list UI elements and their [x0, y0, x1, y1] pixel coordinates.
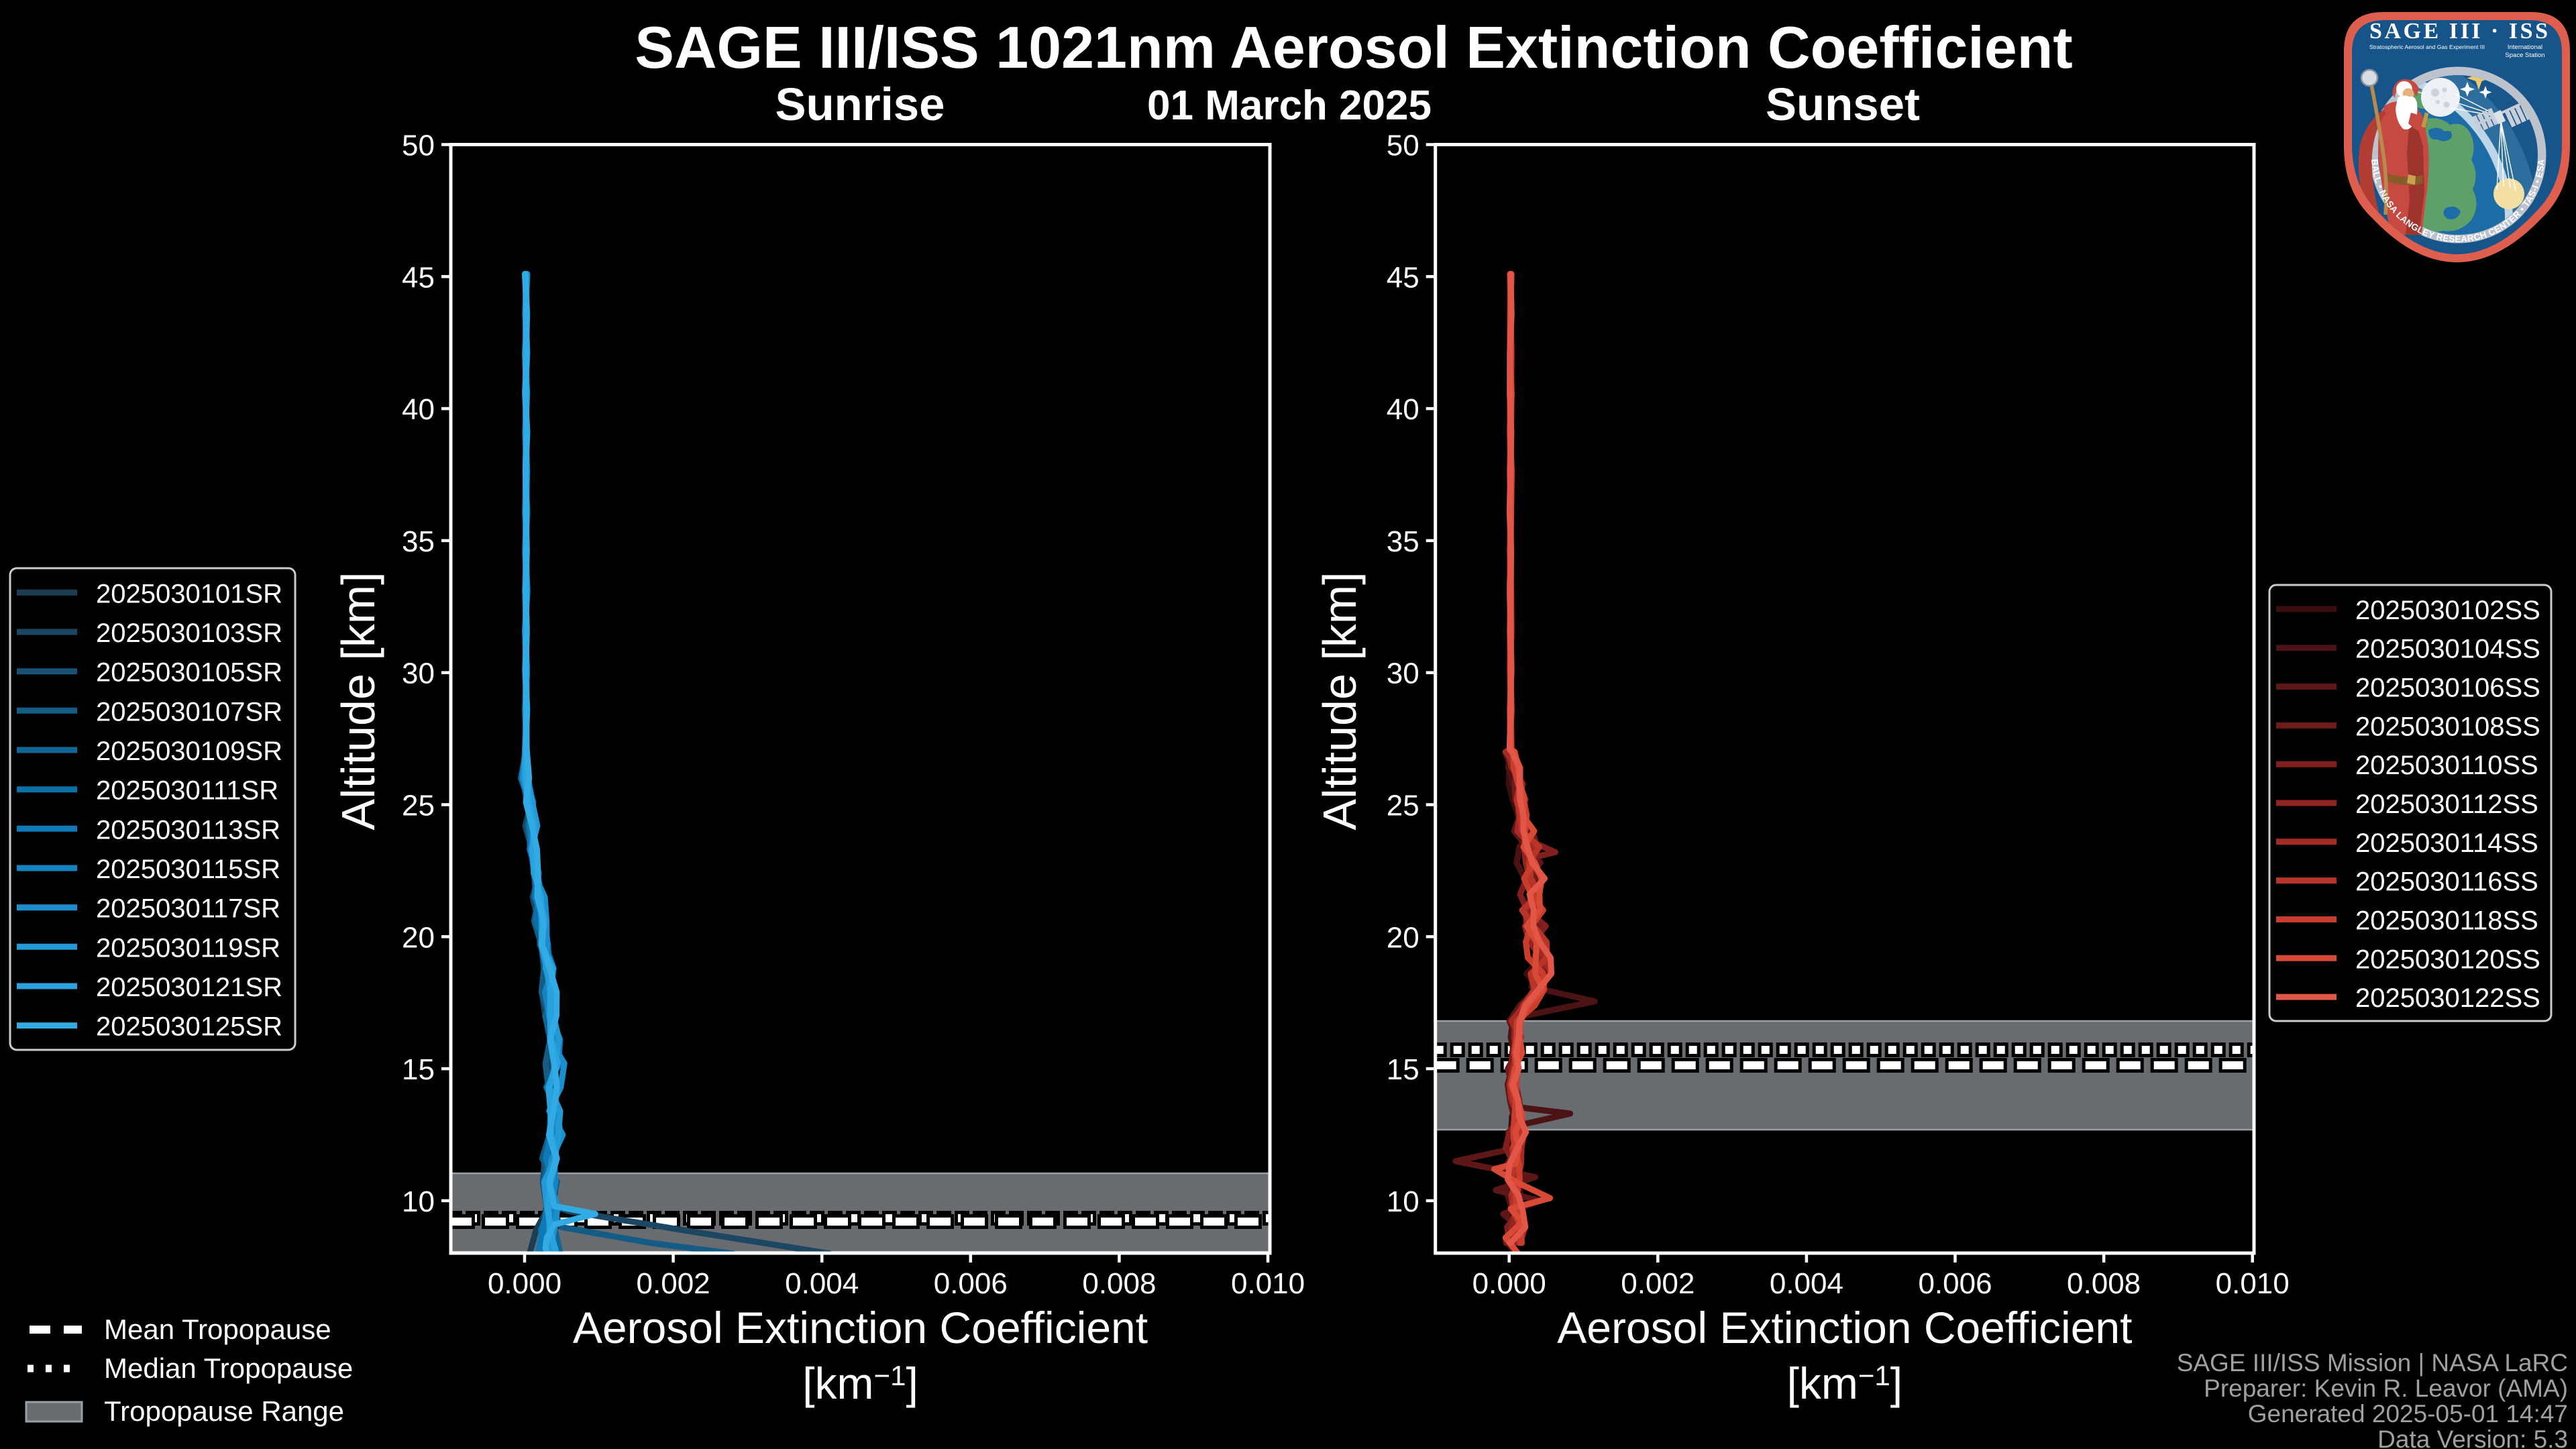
svg-text:Data Version: 5.3: Data Version: 5.3 [2377, 1426, 2568, 1449]
svg-text:2025030115SR: 2025030115SR [96, 855, 280, 884]
svg-text:50: 50 [1387, 129, 1419, 162]
svg-text:2025030125SR: 2025030125SR [96, 1012, 282, 1042]
svg-text:0.008: 0.008 [2067, 1267, 2141, 1300]
svg-text:2025030101SR: 2025030101SR [96, 579, 282, 608]
svg-text:Sunrise: Sunrise [775, 78, 945, 130]
svg-text:2025030118SS: 2025030118SS [2355, 906, 2538, 936]
svg-text:2025030108SS: 2025030108SS [2355, 712, 2540, 741]
svg-text:20: 20 [402, 921, 435, 954]
svg-text:50: 50 [402, 129, 435, 162]
svg-text:0.002: 0.002 [637, 1267, 710, 1300]
svg-text:2025030119SR: 2025030119SR [96, 933, 280, 963]
svg-text:2025030122SS: 2025030122SS [2355, 983, 2540, 1013]
svg-text:2025030106SS: 2025030106SS [2355, 674, 2540, 703]
svg-text:25: 25 [402, 790, 435, 822]
svg-text:2025030114SS: 2025030114SS [2355, 828, 2538, 858]
svg-text:2025030109SR: 2025030109SR [96, 737, 282, 766]
svg-text:35: 35 [402, 525, 435, 558]
svg-text:2025030111SR: 2025030111SR [96, 776, 278, 806]
svg-text:Altitude [km]: Altitude [km] [1313, 572, 1366, 830]
svg-text:2025030110SS: 2025030110SS [2355, 751, 2538, 780]
svg-text:40: 40 [402, 393, 435, 426]
svg-text:0.004: 0.004 [785, 1267, 859, 1300]
svg-text:2025030103SR: 2025030103SR [96, 619, 282, 648]
svg-text:0.000: 0.000 [1472, 1267, 1546, 1300]
svg-text:Mean Tropopause: Mean Tropopause [104, 1313, 331, 1345]
svg-text:0.000: 0.000 [488, 1267, 561, 1300]
svg-text:Stratospheric Aerosol and Gas: Stratospheric Aerosol and Gas Experiment… [2369, 44, 2485, 50]
svg-text:15: 15 [1387, 1053, 1419, 1086]
svg-text:10: 10 [402, 1185, 435, 1218]
svg-text:25: 25 [1387, 790, 1419, 822]
svg-text:0.004: 0.004 [1770, 1267, 1843, 1300]
svg-text:0.006: 0.006 [1918, 1267, 1992, 1300]
svg-text:Aerosol Extinction Coefficient: Aerosol Extinction Coefficient [573, 1303, 1148, 1352]
svg-text:Generated 2025-05-01 14:47: Generated 2025-05-01 14:47 [2248, 1400, 2568, 1428]
svg-text:SAGE III/ISS Mission | NASA La: SAGE III/ISS Mission | NASA LaRC [2177, 1349, 2568, 1377]
svg-text:01 March 2025: 01 March 2025 [1147, 83, 1432, 129]
svg-text:Altitude [km]: Altitude [km] [332, 572, 384, 830]
svg-text:30: 30 [1387, 657, 1419, 690]
svg-text:0.002: 0.002 [1621, 1267, 1695, 1300]
svg-text:Sunset: Sunset [1766, 78, 1920, 130]
svg-text:2025030121SR: 2025030121SR [96, 973, 282, 1002]
svg-text:35: 35 [1387, 525, 1419, 558]
svg-text:2025030105SR: 2025030105SR [96, 658, 282, 688]
svg-text:45: 45 [1387, 261, 1419, 294]
svg-text:10: 10 [1387, 1185, 1419, 1218]
svg-text:2025030102SS: 2025030102SS [2355, 596, 2540, 625]
svg-text:Aerosol Extinction Coefficient: Aerosol Extinction Coefficient [1557, 1303, 2132, 1352]
svg-text:20: 20 [1387, 921, 1419, 954]
svg-text:0.010: 0.010 [1231, 1267, 1305, 1300]
svg-text:Preparer: Kevin R. Leavor (AMA: Preparer: Kevin R. Leavor (AMA) [2204, 1375, 2568, 1402]
svg-text:0.008: 0.008 [1082, 1267, 1156, 1300]
svg-text:SAGE III/ISS 1021nm Aerosol Ex: SAGE III/ISS 1021nm Aerosol Extinction C… [635, 14, 2072, 80]
svg-text:2025030113SR: 2025030113SR [96, 815, 280, 845]
svg-text:Tropopause Range: Tropopause Range [104, 1395, 344, 1427]
svg-text:2025030112SS: 2025030112SS [2355, 790, 2538, 819]
svg-text:Space Station: Space Station [2505, 52, 2544, 59]
svg-text:2025030117SR: 2025030117SR [96, 894, 280, 924]
svg-text:International: International [2508, 44, 2542, 51]
svg-text:2025030116SS: 2025030116SS [2355, 867, 2538, 897]
svg-text:30: 30 [402, 657, 435, 690]
svg-text:2025030107SR: 2025030107SR [96, 697, 282, 727]
svg-text:2025030104SS: 2025030104SS [2355, 635, 2540, 664]
svg-text:40: 40 [1387, 393, 1419, 426]
svg-text:2025030120SS: 2025030120SS [2355, 945, 2540, 974]
svg-text:Median Tropopause: Median Tropopause [104, 1352, 353, 1384]
svg-text:0.010: 0.010 [2216, 1267, 2290, 1300]
svg-text:45: 45 [402, 261, 435, 294]
svg-text:0.006: 0.006 [934, 1267, 1008, 1300]
svg-text:15: 15 [402, 1053, 435, 1086]
